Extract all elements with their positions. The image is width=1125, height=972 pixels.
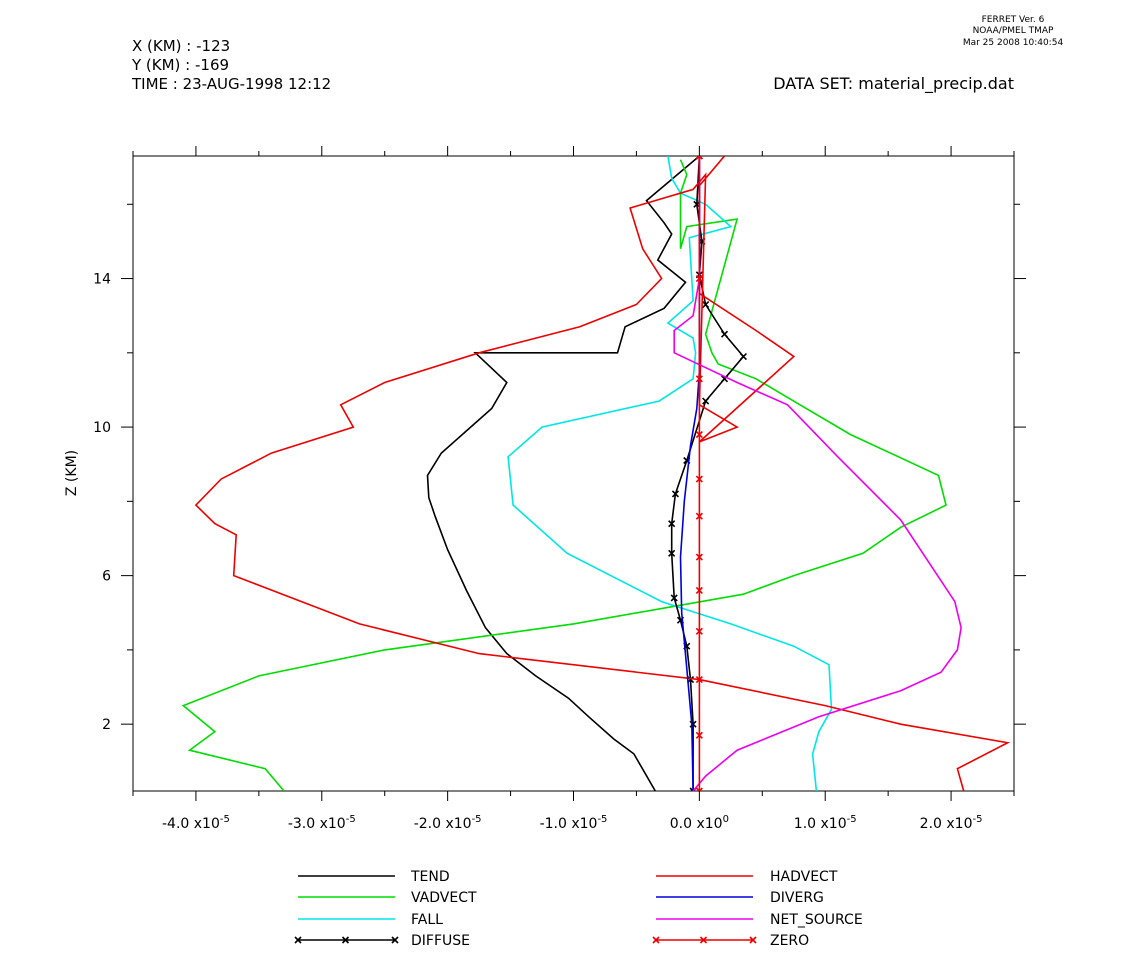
- data-point: [695, 787, 703, 791]
- legend-item-net-source: NET_SOURCE: [656, 912, 863, 928]
- data-point: [671, 490, 680, 498]
- dataset-label: DATA SET: material_precip.dat: [773, 74, 1014, 94]
- series-line: [670, 156, 745, 791]
- x-tick-label: -3.0 x10-5: [288, 814, 356, 832]
- x-tick-label: 0.0 x100: [670, 814, 729, 832]
- ferret-timestamp: Mar 25 2008 10:40:54: [963, 38, 1064, 48]
- x-tick-label: -2.0 x10-5: [414, 814, 482, 832]
- legend-label: FALL: [411, 912, 443, 928]
- legend-marker: [391, 936, 399, 944]
- legend-label: ZERO: [770, 933, 809, 949]
- data-point: [695, 627, 703, 635]
- time-info: TIME : 23-AUG-1998 12:12: [131, 75, 331, 93]
- data-point: [670, 594, 678, 602]
- series-line: [181, 159, 947, 791]
- legend-label: VADVECT: [411, 890, 477, 906]
- legend-item-tend: TEND: [298, 869, 450, 885]
- x-tick-label: 1.0 x10-5: [794, 814, 857, 832]
- legend-marker: [294, 936, 302, 944]
- x-location: X (KM) : -123: [132, 37, 230, 55]
- series-line: [673, 156, 962, 791]
- legend-item-diffuse: DIFFUSE: [294, 933, 470, 949]
- legend-marker: [341, 936, 350, 944]
- x-tick-label: -4.0 x10-5: [162, 814, 230, 832]
- legend-label: NET_SOURCE: [770, 912, 863, 928]
- ferret-org: NOAA/PMEL TMAP: [973, 26, 1054, 36]
- y-tick-label: 2: [102, 717, 111, 733]
- series-vadvect: [181, 159, 947, 791]
- data-point: [668, 549, 676, 557]
- data-point: [695, 156, 703, 160]
- data-point: [695, 676, 703, 684]
- data-point: [695, 731, 703, 739]
- data-point: [702, 300, 710, 309]
- series-hadvect: [194, 156, 1011, 791]
- legend-item-vadvect: VADVECT: [298, 890, 477, 906]
- x-tick-label: 2.0 x10-5: [920, 814, 983, 832]
- series-line: [194, 156, 1011, 791]
- legend-item-diverg: DIVERG: [656, 890, 824, 906]
- data-point: [720, 330, 729, 338]
- ferret-version: FERRET Ver. 6: [982, 15, 1045, 25]
- data-point: [702, 397, 710, 405]
- data-point: [695, 586, 703, 595]
- data-point: [695, 475, 703, 483]
- series-fall: [507, 156, 833, 791]
- data-point: [739, 352, 747, 361]
- y-tick-label: 14: [93, 272, 111, 288]
- x-tick-label: -1.0 x10-5: [540, 814, 608, 832]
- data-point: [668, 520, 676, 528]
- legend: TEND VADVECT FALL DIFFUSE HADVECT DIVERG NET_S…: [294, 869, 863, 949]
- legend-item-fall: FALL: [298, 912, 443, 928]
- legend-marker: [699, 936, 708, 944]
- plot-area: -4.0 x10-5 -3.0 x10-5 -2.0 x10-5 -1.0 x10-5…: [93, 146, 1026, 832]
- data-point: [695, 274, 703, 283]
- series-line: [426, 156, 700, 791]
- data-point: [695, 375, 703, 383]
- legend-marker: [652, 936, 660, 944]
- data-point: [695, 430, 703, 439]
- legend-item-zero: ZERO: [652, 933, 809, 949]
- legend-label: HADVECT: [770, 869, 838, 885]
- series-net-source: [673, 156, 962, 791]
- y-tick-label: 10: [93, 420, 111, 436]
- legend-label: DIFFUSE: [411, 933, 470, 949]
- data-point: [695, 512, 703, 520]
- series-line: [507, 156, 833, 791]
- legend-marker: [749, 936, 757, 944]
- series-diffuse: [668, 156, 747, 791]
- data-point: [695, 553, 703, 561]
- legend-item-hadvect: HADVECT: [656, 869, 838, 885]
- y-tick-label: 6: [102, 569, 111, 585]
- plot-frame: [132, 155, 1015, 792]
- legend-label: DIVERG: [770, 890, 824, 906]
- legend-label: TEND: [410, 869, 450, 885]
- y-axis-label: Z (KM): [64, 450, 80, 496]
- series-tend: [426, 156, 700, 791]
- y-location: Y (KM) : -169: [131, 56, 229, 74]
- series-zero: [695, 156, 703, 791]
